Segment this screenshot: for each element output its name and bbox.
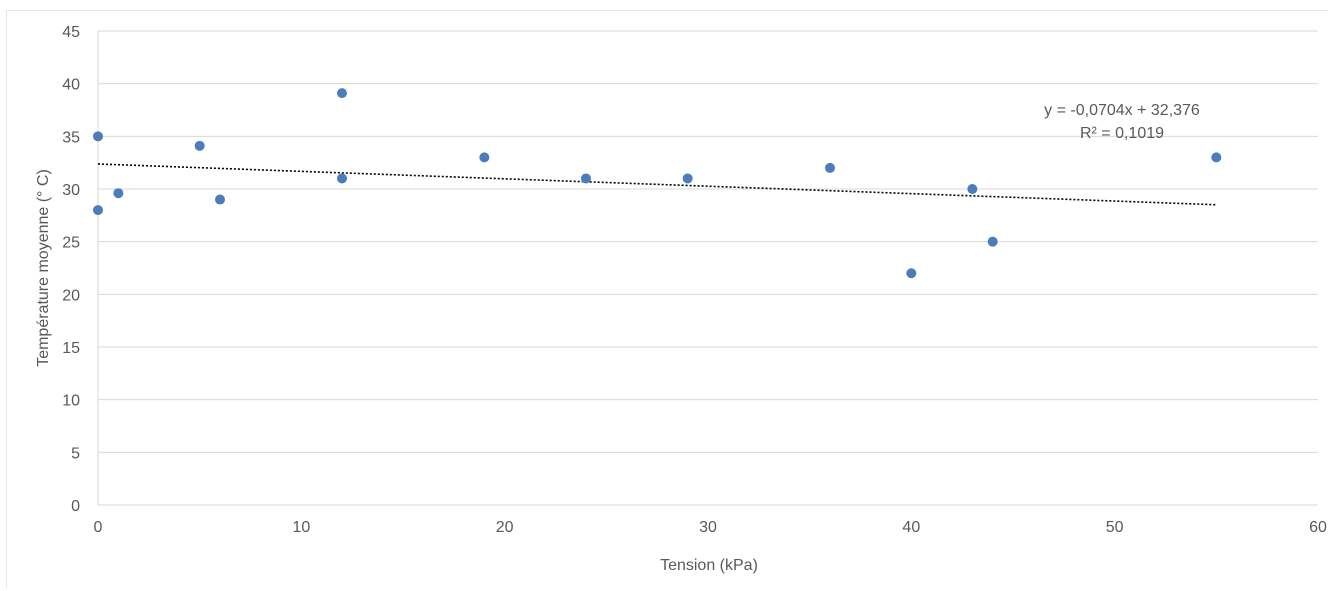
y-tick-label: 5: [71, 445, 80, 462]
x-tick-label: 20: [496, 519, 514, 536]
x-tick-label: 40: [902, 519, 920, 536]
data-point: [987, 236, 998, 247]
y-tick-label: 45: [62, 24, 80, 41]
y-tick-label: 20: [62, 287, 80, 304]
gridlines: [98, 30, 1318, 453]
y-tick-label: 35: [62, 129, 80, 146]
y-tick-label: 15: [62, 340, 80, 357]
y-tick-label: 30: [62, 182, 80, 199]
data-point: [906, 268, 917, 279]
data-point: [113, 188, 124, 199]
x-axis-title: Tension (kPa): [660, 557, 758, 574]
x-tick-labels: 0 10 20 30 40 50 60: [94, 519, 1327, 536]
chart-frame: [6, 10, 1328, 588]
data-points: [93, 88, 1222, 279]
trendline: [97, 163, 1217, 206]
trendline-equation: y = -0,0704x + 32,376: [1044, 102, 1200, 119]
y-tick-label: 10: [62, 393, 80, 410]
data-point: [194, 140, 205, 151]
trendline-r2: R² = 0,1019: [1080, 125, 1164, 142]
y-axis-title: Température moyenne (° C): [35, 169, 52, 367]
x-tick-label: 30: [699, 519, 717, 536]
x-tick-label: 10: [292, 519, 310, 536]
data-point: [682, 173, 693, 184]
data-point: [215, 194, 225, 205]
x-tick-label: 0: [94, 519, 103, 536]
data-point: [967, 184, 978, 194]
data-point: [1211, 152, 1222, 163]
data-point: [581, 173, 591, 184]
x-tick-label: 60: [1309, 519, 1327, 536]
y-tick-label: 0: [71, 498, 80, 515]
y-tick-label: 25: [62, 235, 80, 252]
x-tick-label: 50: [1106, 519, 1124, 536]
data-point: [93, 205, 103, 216]
data-point: [93, 131, 103, 142]
data-point: [337, 88, 347, 99]
data-point: [479, 152, 490, 163]
data-point: [825, 162, 835, 173]
data-point: [337, 173, 347, 184]
y-tick-label: 40: [62, 77, 80, 94]
y-tick-labels: 0 5 10 15 20 25 30 35 40 45: [62, 24, 80, 515]
